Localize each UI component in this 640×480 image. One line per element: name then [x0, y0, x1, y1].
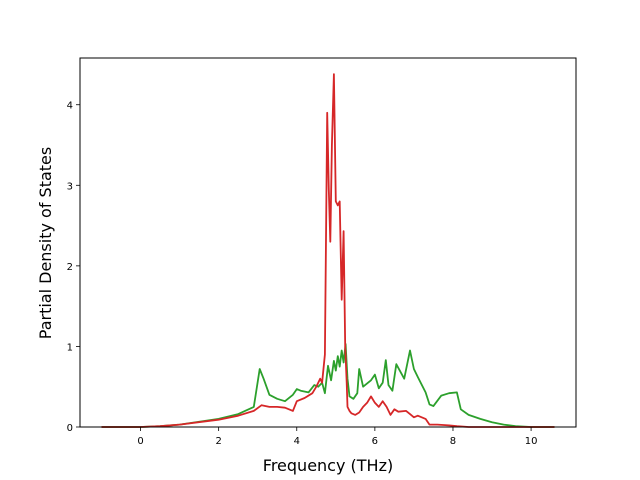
x-tick-label: 8 — [450, 436, 456, 447]
series-line-1 — [101, 343, 555, 428]
x-axis-label: Frequency (THz) — [263, 456, 393, 475]
y-tick-label: 2 — [67, 262, 73, 273]
y-tick-label: 3 — [67, 181, 73, 192]
y-tick-label: 0 — [67, 423, 73, 434]
y-tick-label: 1 — [67, 342, 73, 353]
x-axis-ticks: 0 2 4 6 8 10 — [137, 427, 537, 447]
plot-area — [101, 73, 555, 428]
x-tick-label: 6 — [372, 436, 378, 447]
y-axis-label: Partial Density of States — [36, 147, 55, 339]
x-tick-label: 2 — [215, 436, 221, 447]
y-axis-ticks: 0 1 2 3 4 — [67, 101, 80, 434]
axes-frame — [79, 57, 577, 428]
x-tick-label: 10 — [525, 436, 538, 447]
x-tick-label: 0 — [137, 436, 143, 447]
y-tick-label: 4 — [67, 101, 73, 112]
series-line-2 — [101, 73, 555, 428]
x-tick-label: 4 — [294, 436, 300, 447]
